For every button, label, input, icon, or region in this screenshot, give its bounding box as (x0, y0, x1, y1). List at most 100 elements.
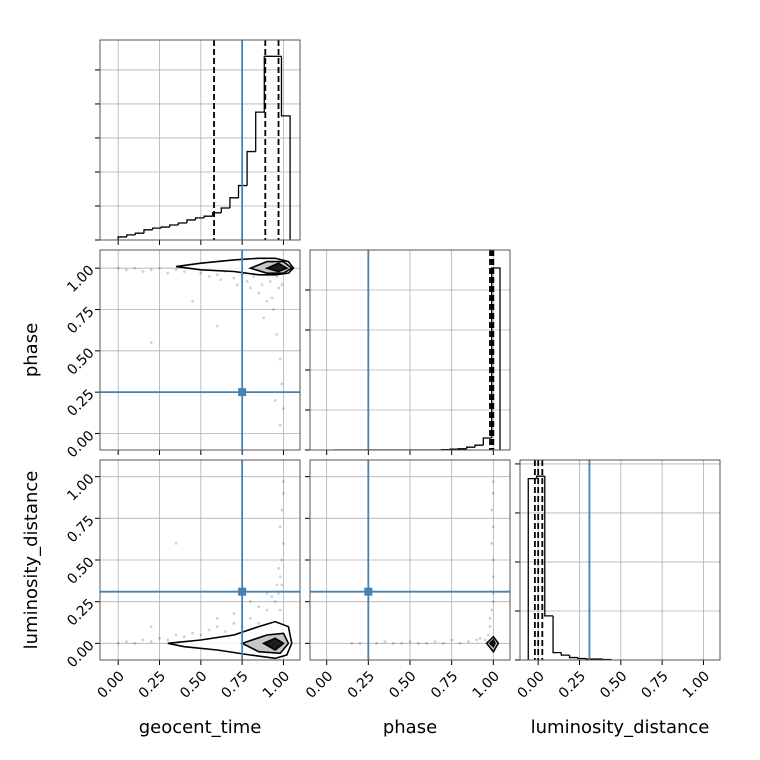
sample-point (245, 280, 249, 283)
sample-point (391, 641, 395, 645)
sample-point (125, 268, 128, 272)
sample-point (416, 641, 420, 645)
y-axis-label: luminosity_distance (21, 471, 42, 650)
x-tick-label: 0.75 (638, 668, 671, 701)
sample-point (232, 621, 236, 625)
sample-point (350, 641, 354, 645)
sample-point (149, 625, 153, 629)
sample-point (249, 616, 252, 620)
sample-point (207, 275, 211, 278)
sample-point (232, 611, 236, 615)
x-tick-label: 0.50 (597, 668, 630, 701)
x-tick-label: 0.50 (177, 668, 210, 701)
sample-point (133, 266, 137, 270)
panel-frame (309, 459, 511, 661)
histogram-bin (160, 226, 170, 229)
x-tick-label: 0.25 (556, 668, 589, 701)
x-tick-label: 0.00 (94, 668, 127, 701)
sample-point (488, 625, 492, 629)
panel (100, 250, 300, 450)
sample-point (490, 608, 494, 612)
sample-point (282, 541, 285, 545)
sample-point (215, 616, 219, 620)
sample-point (450, 638, 454, 642)
sample-point (486, 633, 490, 637)
sample-point (433, 640, 437, 644)
panel (310, 250, 510, 450)
sample-point (265, 591, 269, 595)
sample-point (358, 641, 362, 645)
sample-point (466, 640, 470, 644)
sample-point (441, 641, 445, 645)
histogram-bin (186, 219, 196, 223)
sample-point (215, 273, 219, 277)
y-tick-label: 0.00 (64, 428, 97, 461)
histogram-bin (220, 207, 230, 213)
sample-point (491, 480, 495, 484)
sample-point (158, 266, 161, 270)
x-tick-label: 0.50 (386, 668, 419, 701)
sample-point (166, 271, 170, 275)
sample-point (478, 636, 482, 640)
sample-point (278, 525, 282, 529)
histogram-bin (126, 234, 136, 237)
sample-point (265, 299, 269, 303)
sample-point (278, 357, 282, 361)
sample-point (280, 283, 284, 287)
sample-point (249, 286, 252, 290)
contour (264, 262, 289, 273)
histogram-bin (263, 55, 273, 113)
sample-point (275, 332, 279, 336)
panel-frame (99, 249, 301, 451)
histogram-bin (151, 227, 162, 230)
y-tick-label: 0.25 (64, 386, 97, 419)
sample-point (490, 541, 494, 545)
histogram-bin (482, 437, 492, 446)
sample-point (408, 640, 412, 644)
sample-point (199, 633, 203, 637)
histogram-bin (143, 229, 153, 234)
y-axis-label: phase (21, 323, 42, 377)
histogram-bin (527, 477, 537, 660)
sample-point (277, 286, 280, 290)
panel-frame (309, 249, 511, 451)
sample-point (490, 508, 494, 512)
sample-point (182, 635, 186, 639)
y-tick-label: 1.00 (64, 471, 97, 504)
sample-point (268, 280, 272, 283)
x-axis-label: luminosity_distance (531, 717, 710, 738)
sample-point (265, 608, 269, 612)
sample-point (280, 508, 284, 512)
sample-point (224, 630, 228, 634)
sample-point (257, 291, 261, 295)
sample-point (141, 638, 145, 642)
sample-point (491, 525, 495, 529)
histogram-bin (255, 111, 265, 152)
sample-point (282, 407, 285, 411)
sample-point (491, 491, 495, 495)
histogram-bin (203, 215, 213, 218)
x-axis-label: phase (383, 717, 437, 738)
sample-point (278, 423, 282, 427)
panel (310, 460, 510, 660)
y-tick-label: 0.25 (64, 596, 97, 629)
sample-point (257, 605, 261, 609)
panel-frame (99, 459, 301, 661)
sample-point (375, 641, 379, 645)
sample-point (158, 636, 161, 640)
histogram-bin (544, 476, 554, 617)
y-tick-label: 0.75 (64, 304, 97, 337)
sample-point (235, 283, 239, 287)
panel (520, 460, 720, 660)
histogram-bin (169, 224, 179, 228)
sample-point (207, 628, 211, 632)
histogram-bin (474, 444, 484, 448)
truth-marker (238, 388, 247, 397)
sample-point (174, 633, 178, 637)
histogram-bin (535, 475, 545, 479)
x-tick-label: 0.25 (345, 668, 378, 701)
histogram-bin (577, 657, 587, 660)
histogram-bin (246, 150, 256, 186)
contour (261, 637, 285, 651)
